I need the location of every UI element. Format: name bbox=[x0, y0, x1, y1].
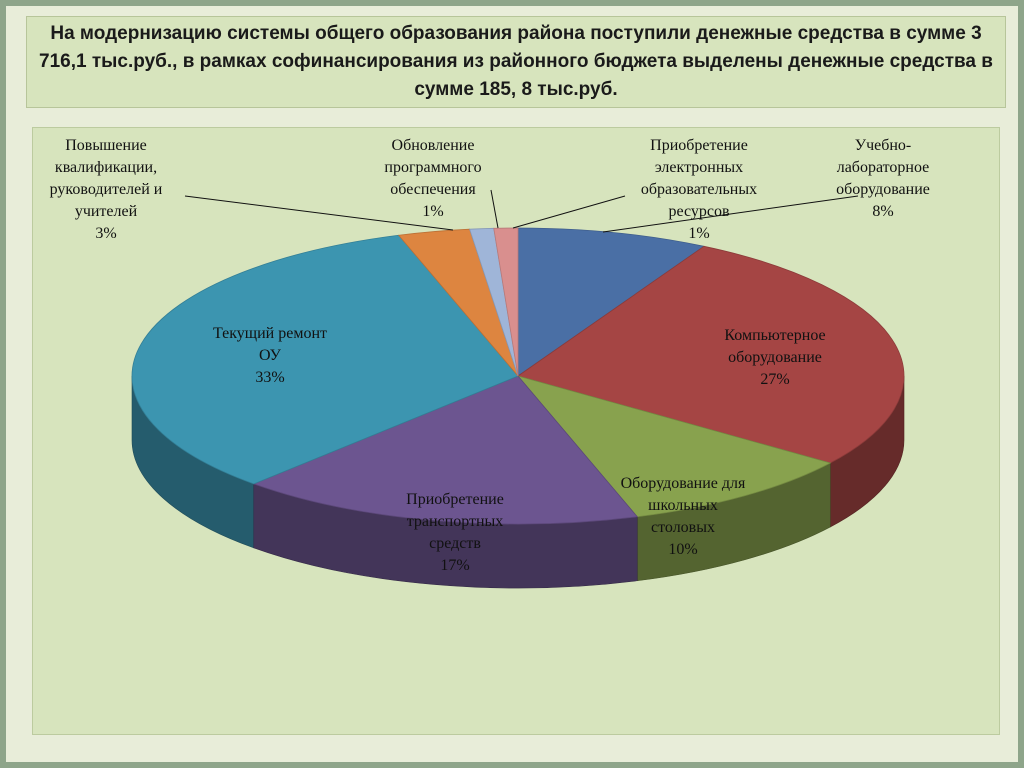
slice-label-1-line-1: оборудование bbox=[728, 349, 822, 366]
slice-label-1-line-0: Компьютерное bbox=[724, 327, 825, 344]
slice-label-0-line-2: оборудование bbox=[836, 181, 930, 198]
slice-label-4-line-1: ОУ bbox=[259, 347, 282, 364]
slice-label-6-line-3: 1% bbox=[422, 203, 443, 220]
slice-label-7-line-3: ресурсов bbox=[668, 203, 729, 220]
chart-area: Учебно-лабораторное оборудование 8% Компьют… bbox=[32, 127, 1000, 735]
leader-line-0 bbox=[602, 195, 859, 233]
leader-line-6 bbox=[490, 189, 499, 229]
slice-label-2-line-1: школьных bbox=[648, 497, 718, 514]
slice-label-7-line-1: электронных bbox=[655, 159, 743, 176]
slice-label-7-line-0: Приобретение bbox=[650, 137, 748, 154]
slice-label-6-line-1: программного bbox=[384, 159, 481, 176]
title-box: На модернизацию системы общего образован… bbox=[26, 16, 1006, 108]
pie-slice-2 bbox=[516, 375, 832, 518]
slice-label-3-line-1: транспортных bbox=[407, 513, 504, 530]
slice-label-3-line-0: Приобретение bbox=[406, 491, 504, 508]
pie-slice-3 bbox=[252, 375, 639, 525]
leader-line-5 bbox=[184, 195, 454, 231]
chart-title: На модернизацию системы общего образован… bbox=[39, 23, 993, 100]
slice-label-5-line-0: Повышение bbox=[65, 137, 147, 154]
slice-label-0-line-1: лабораторное bbox=[837, 159, 930, 176]
slice-label-4-line-2: 33% bbox=[255, 369, 284, 386]
pie-slice-7 bbox=[493, 227, 519, 377]
slice-label-5-line-2: руководителей и bbox=[50, 181, 163, 198]
pie-slice-0 bbox=[517, 227, 705, 377]
slice-label-7-line-2: образовательных bbox=[641, 181, 757, 198]
slice-label-0-line-3: 8% bbox=[872, 203, 893, 220]
slice-label-2-line-2: столовых bbox=[651, 519, 715, 536]
slice-label-6-line-0: Обновление bbox=[392, 137, 475, 154]
leader-line-7 bbox=[512, 195, 626, 229]
pie-slice-1 bbox=[517, 245, 905, 464]
slice-label-2-line-3: 10% bbox=[668, 541, 697, 558]
pie-chart: Учебно-лабораторное оборудование 8% Компьют… bbox=[50, 137, 930, 589]
slice-label-5-line-3: учителей bbox=[75, 203, 138, 220]
slice-label-5-line-4: 3% bbox=[95, 225, 116, 242]
slice-label-2-line-0: Оборудование для bbox=[621, 475, 746, 492]
slice-label-6-line-2: обеспечения bbox=[390, 181, 476, 198]
slice-label-4-line-0: Текущий ремонт bbox=[213, 325, 327, 342]
slice-label-1-line-2: 27% bbox=[760, 371, 789, 388]
pie-slice-4 bbox=[131, 234, 519, 485]
slice-label-0-line-0: Учебно- bbox=[855, 137, 912, 154]
slice-label-3-line-3: 17% bbox=[440, 557, 469, 574]
slice-label-7-line-4: 1% bbox=[688, 225, 709, 242]
slice-label-5-line-1: квалификации, bbox=[55, 159, 157, 176]
slice-label-3-line-2: средств bbox=[429, 535, 481, 552]
